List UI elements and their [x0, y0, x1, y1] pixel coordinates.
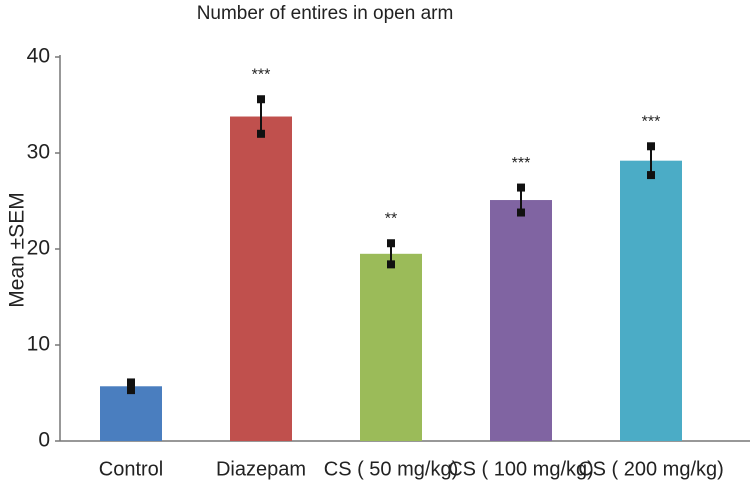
error-cap	[517, 183, 525, 192]
bar	[230, 116, 292, 442]
x-tick-label: Diazepam	[216, 458, 306, 480]
y-axis-label: Mean ±SEM	[6, 192, 29, 307]
y-tick-label: 10	[27, 333, 50, 356]
error-cap	[387, 260, 395, 269]
error-cap	[387, 239, 395, 248]
error-cap	[127, 386, 135, 395]
bar	[490, 200, 552, 441]
chart-title: Number of entires in open arm	[197, 3, 454, 24]
error-cap	[647, 142, 655, 151]
error-cap	[647, 171, 655, 180]
x-tick-label: CS ( 200 mg/kg)	[578, 458, 724, 480]
error-cap	[127, 378, 135, 387]
significance: ***	[512, 155, 531, 172]
significance: ***	[642, 113, 661, 130]
y-tick-label: 20	[27, 237, 50, 260]
y-tick-label: 0	[38, 429, 50, 452]
x-tick-label: Control	[99, 458, 163, 480]
bar	[360, 253, 422, 441]
x-tick-label: CS ( 50 mg/kg)	[324, 458, 458, 480]
y-tick-label: 30	[27, 141, 50, 164]
error-cap	[517, 208, 525, 217]
error-cap	[257, 95, 265, 104]
significance: **	[385, 210, 397, 227]
bar	[620, 160, 682, 441]
bar	[100, 386, 162, 441]
y-tick-label: 40	[27, 45, 50, 68]
x-tick-label: CS ( 100 mg/kg)	[448, 458, 594, 480]
error-cap	[257, 129, 265, 138]
significance: ***	[252, 66, 271, 83]
